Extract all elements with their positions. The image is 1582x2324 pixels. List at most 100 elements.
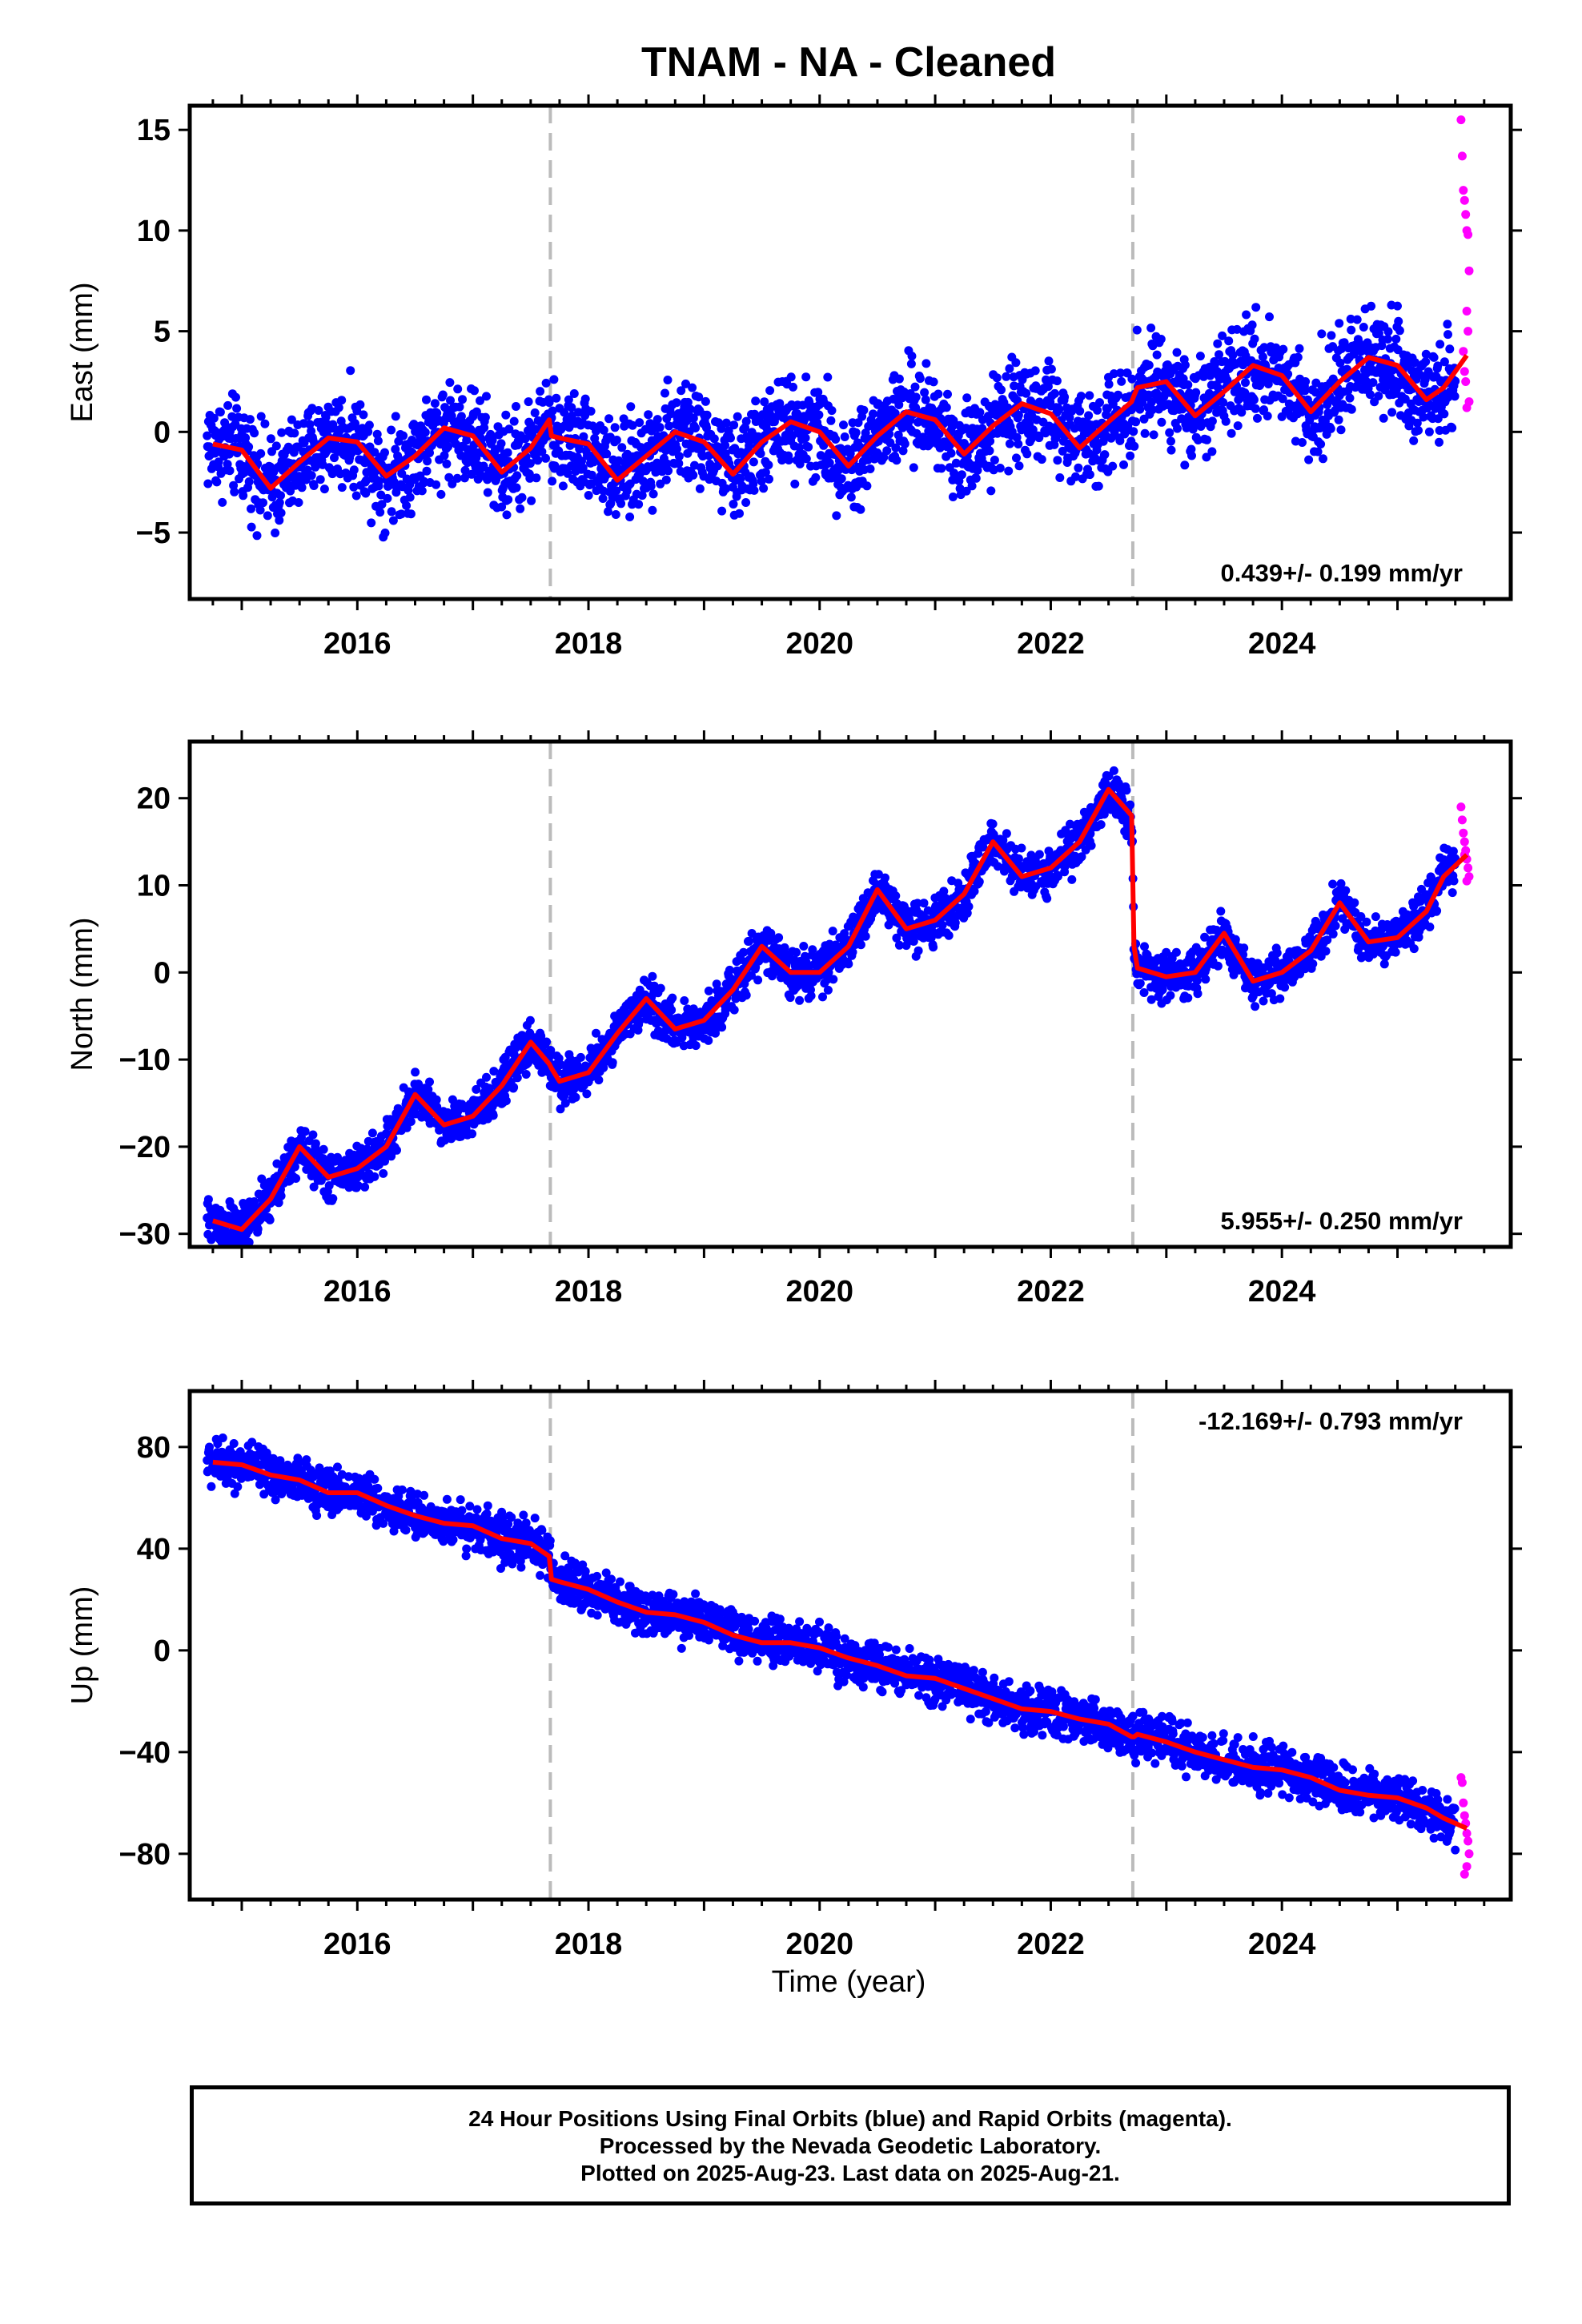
final-orbit-point xyxy=(402,1123,412,1132)
final-orbit-point xyxy=(837,474,846,484)
final-orbit-point xyxy=(530,408,540,417)
final-orbit-point xyxy=(962,486,971,496)
final-orbit-point xyxy=(223,400,233,410)
final-orbit-point xyxy=(430,399,440,408)
final-orbit-point xyxy=(212,477,222,487)
final-orbit-point xyxy=(460,473,469,483)
final-orbit-point xyxy=(885,438,895,448)
final-orbit-point xyxy=(402,501,412,510)
final-orbit-point xyxy=(309,481,319,490)
final-orbit-point xyxy=(1412,418,1422,428)
final-orbit-point xyxy=(1002,829,1011,838)
final-orbit-point xyxy=(388,516,398,525)
y-tick-label: 5 xyxy=(154,316,171,349)
final-orbit-point xyxy=(1258,352,1267,362)
final-orbit-point xyxy=(517,493,527,502)
final-orbit-point xyxy=(819,440,829,450)
final-orbit-point xyxy=(250,1197,259,1206)
final-orbit-point xyxy=(665,421,674,431)
final-orbit-point xyxy=(879,452,889,462)
final-orbit-point xyxy=(1283,369,1293,379)
final-orbit-point xyxy=(831,435,841,444)
final-orbit-point xyxy=(1109,369,1118,379)
final-orbit-point xyxy=(1194,436,1203,444)
final-orbit-point xyxy=(1224,336,1234,346)
final-orbit-point xyxy=(250,428,259,438)
final-orbit-point xyxy=(244,442,254,452)
rapid-orbit-point xyxy=(1460,195,1469,205)
final-orbit-point xyxy=(1253,413,1262,423)
final-orbit-point xyxy=(550,461,560,471)
final-orbit-point xyxy=(541,378,551,388)
final-orbit-point xyxy=(391,412,400,421)
final-orbit-point xyxy=(1017,843,1026,853)
final-orbit-point xyxy=(1166,436,1175,446)
final-orbit-point xyxy=(424,1084,433,1094)
final-orbit-point xyxy=(504,424,514,434)
final-orbit-point xyxy=(1074,463,1083,472)
final-orbit-point xyxy=(1327,331,1336,340)
final-orbit-point xyxy=(683,397,693,407)
final-orbit-point xyxy=(957,470,966,480)
final-orbit-point xyxy=(1065,413,1074,423)
final-orbit-point xyxy=(319,485,329,494)
final-orbit-point xyxy=(1298,438,1307,447)
final-orbit-point xyxy=(1439,409,1449,419)
final-orbit-point xyxy=(1251,303,1261,312)
rapid-orbit-point xyxy=(1461,210,1471,219)
final-orbit-point xyxy=(995,464,1005,472)
final-orbit-point xyxy=(736,474,745,484)
final-orbit-point xyxy=(460,465,470,475)
final-orbit-point xyxy=(1241,378,1250,388)
x-tick-label: 2022 xyxy=(1017,627,1085,661)
final-orbit-point xyxy=(921,395,930,404)
final-orbit-point xyxy=(967,481,977,491)
final-orbit-point xyxy=(377,500,387,509)
final-orbit-point xyxy=(934,429,944,439)
final-orbit-point xyxy=(804,442,813,452)
final-orbit-point xyxy=(948,493,958,501)
final-orbit-point xyxy=(542,1037,552,1047)
final-orbit-point xyxy=(929,943,938,952)
final-orbit-point xyxy=(1012,432,1022,442)
final-orbit-point xyxy=(894,940,904,950)
final-orbit-point xyxy=(1391,334,1401,344)
final-orbit-point xyxy=(229,480,239,490)
rapid-orbit-points xyxy=(1456,115,1474,412)
final-orbit-point xyxy=(1086,841,1096,850)
final-orbit-point xyxy=(1104,380,1114,389)
final-orbit-point xyxy=(509,1083,519,1092)
final-orbit-point xyxy=(612,486,621,496)
final-orbit-point xyxy=(480,412,490,422)
final-orbit-point xyxy=(503,448,512,457)
final-orbit-point xyxy=(1411,358,1419,368)
final-orbit-point xyxy=(1014,854,1023,863)
final-orbit-point xyxy=(1093,405,1102,415)
final-orbit-point xyxy=(1060,392,1070,402)
final-orbit-point xyxy=(1335,319,1344,328)
final-orbit-point xyxy=(467,469,476,479)
final-orbit-point xyxy=(1135,979,1145,988)
final-orbit-point xyxy=(245,415,255,424)
final-orbit-point xyxy=(998,835,1008,845)
final-orbit-point xyxy=(691,424,701,432)
final-orbit-point xyxy=(892,456,901,465)
rapid-orbit-point xyxy=(1459,186,1468,195)
final-orbit-point xyxy=(1429,352,1439,362)
final-orbit-point xyxy=(919,899,929,908)
final-orbit-point xyxy=(1304,455,1314,464)
panel-north: 2016 2018 2020 2022 2024−30−20−1001020North … xyxy=(66,730,1522,1309)
final-orbit-point xyxy=(1165,428,1174,437)
final-orbit-point xyxy=(256,412,266,421)
final-orbit-point xyxy=(321,412,331,422)
figure-title: TNAM - NA - Cleaned xyxy=(641,39,1056,86)
final-orbit-point xyxy=(453,384,463,394)
final-orbit-point xyxy=(721,440,730,450)
final-orbit-point xyxy=(938,920,947,930)
rapid-orbit-point xyxy=(1464,230,1473,239)
final-orbit-point xyxy=(1265,312,1274,322)
final-orbit-point xyxy=(512,402,520,411)
final-orbit-point xyxy=(414,1080,424,1089)
final-orbit-point xyxy=(546,1046,556,1055)
